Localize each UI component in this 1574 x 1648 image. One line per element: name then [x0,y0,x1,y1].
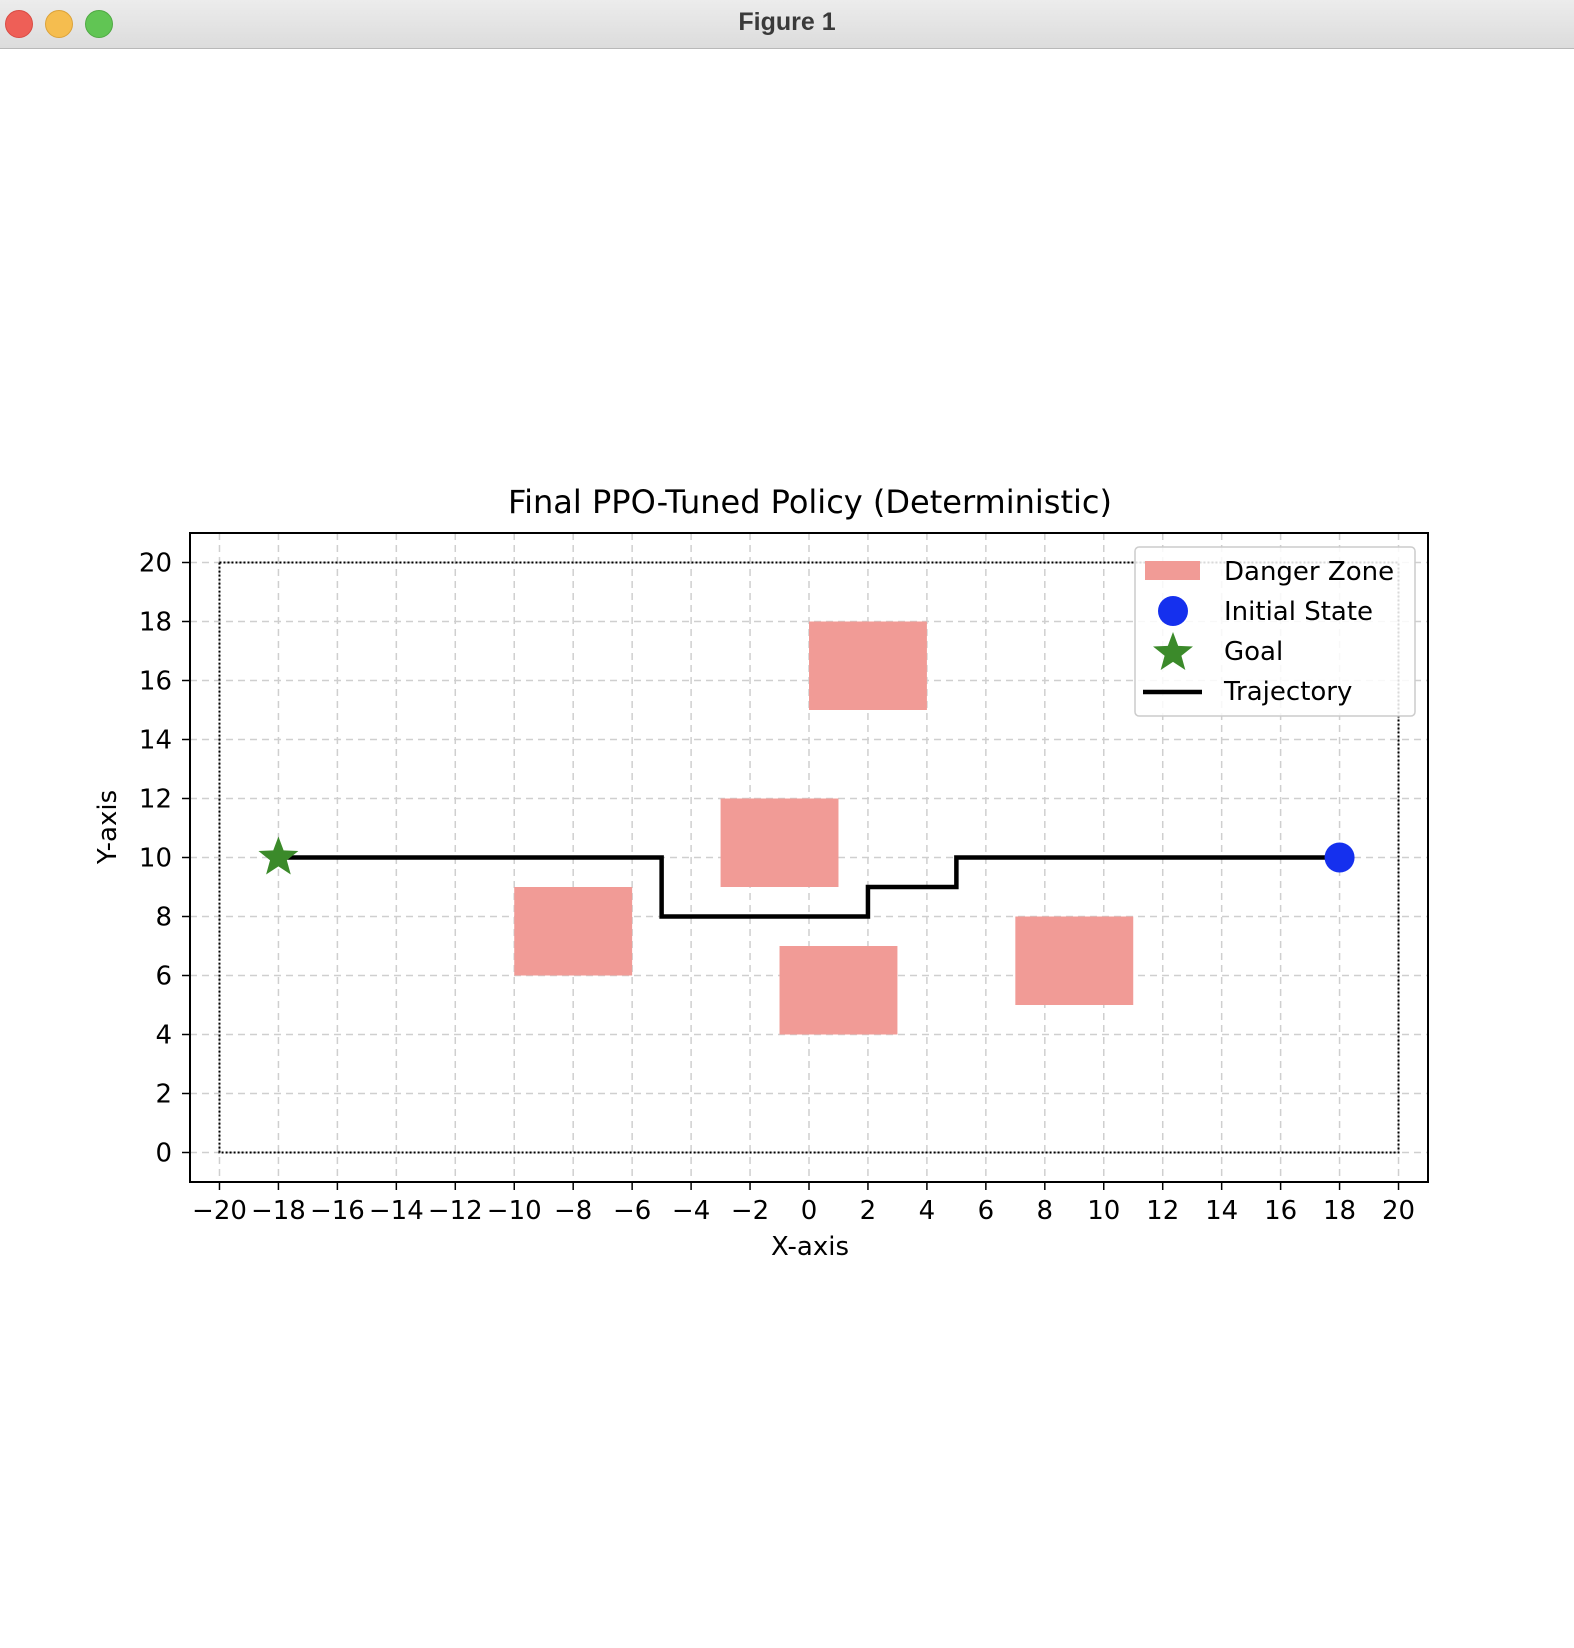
x-tick-label: −10 [487,1196,542,1226]
x-tick-label: −20 [192,1196,247,1226]
x-tick-label: 0 [801,1196,818,1226]
legend-label-trajectory: Trajectory [1223,677,1352,707]
minimize-button[interactable] [45,10,73,38]
chart-title: Final PPO-Tuned Policy (Deterministic) [508,483,1112,521]
x-tick-label: −6 [613,1196,651,1226]
legend-label-danger-zone: Danger Zone [1224,557,1394,587]
initial-state-marker [1324,842,1355,873]
danger-zone [720,798,839,887]
x-axis-label: X-axis [771,1232,849,1262]
environment-boundary [218,561,1400,1154]
y-tick-label: 18 [139,608,172,638]
y-tick-label: 8 [155,903,172,933]
x-tick-label: 4 [919,1196,936,1226]
boundary-rect [218,561,1400,1154]
x-tick-label: 10 [1087,1196,1120,1226]
x-tick-label: −18 [251,1196,306,1226]
y-tick-label: 4 [155,1021,172,1051]
y-tick-label: 14 [139,726,172,756]
legend-frame [1134,546,1416,717]
y-tick-label: 6 [155,962,172,992]
maximize-button[interactable] [85,10,113,38]
y-tick-label: 0 [155,1139,172,1169]
x-tick-label: −4 [672,1196,710,1226]
x-tick-label: 2 [860,1196,877,1226]
legend-swatch-initial-state [1158,596,1188,626]
y-tick-label: 10 [139,844,172,874]
legend: Danger Zone Initial State Goal Trajector… [1134,546,1416,717]
x-tick-label: −2 [731,1196,769,1226]
y-tick-label: 16 [139,667,172,697]
x-ticks: −20 −18 −16 −14 −12 −10 −8 −6 −4 −2 0 2 4 6 8 10 12 14 16 1… [192,1182,1415,1226]
y-tick-label: 2 [155,1080,172,1110]
legend-swatch-goal [1153,632,1193,670]
y-axis-label: Y-axis [93,790,123,865]
figure-canvas: Final PPO-Tuned Policy (Deterministic) X… [0,49,1574,1644]
danger-zones [514,621,1134,1035]
goal-marker [258,836,299,875]
x-tick-label: 12 [1146,1196,1179,1226]
x-tick-label: −12 [428,1196,483,1226]
danger-zone [514,887,633,976]
x-tick-label: −14 [369,1196,424,1226]
y-tick-label: 12 [139,785,172,815]
danger-zone [779,946,898,1035]
danger-zone [809,621,927,710]
x-tick-label: 18 [1323,1196,1356,1226]
x-tick-label: −16 [310,1196,365,1226]
y-ticks: 0 2 4 6 8 10 12 14 16 18 20 [139,549,190,1169]
y-tick-label: 20 [139,549,172,579]
legend-label-goal: Goal [1224,637,1283,667]
x-tick-label: 16 [1264,1196,1297,1226]
legend-label-initial-state: Initial State [1224,597,1373,627]
trajectory-line [278,855,1340,919]
x-tick-label: 20 [1382,1196,1415,1226]
title-bar[interactable]: Figure 1 [0,0,1574,49]
x-tick-label: 6 [978,1196,995,1226]
x-tick-label: 14 [1205,1196,1238,1226]
chart: Final PPO-Tuned Policy (Deterministic) X… [93,483,1429,1262]
danger-zone [1015,916,1134,1005]
window-title: Figure 1 [738,8,836,36]
trajectory-layer [278,855,1340,919]
close-button[interactable] [5,10,33,38]
x-tick-label: −8 [554,1196,592,1226]
markers [258,836,1355,875]
x-tick-label: 8 [1037,1196,1054,1226]
legend-swatch-danger-zone [1145,561,1200,580]
